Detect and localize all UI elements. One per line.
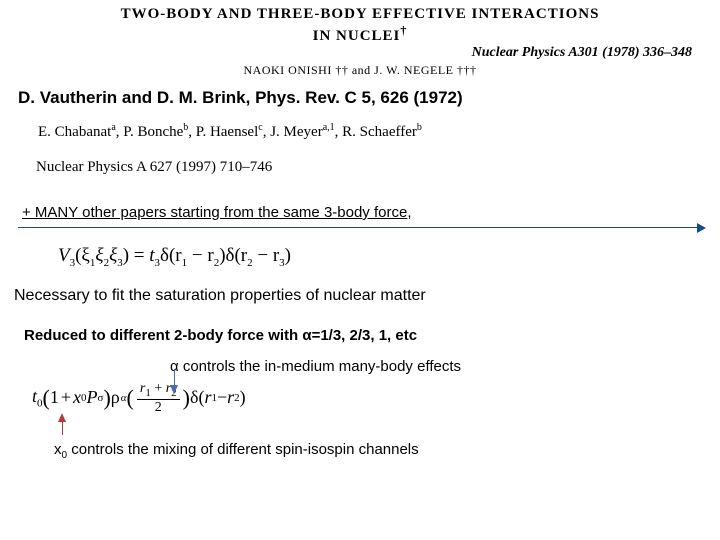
- f2-expression: t0(1+x0Pσ)ρα(r1 + r22)δ(r1 − r2): [32, 381, 720, 415]
- f2-one: 1: [50, 387, 59, 408]
- affil-c: c: [258, 122, 262, 133]
- f2-delta: δ(: [190, 387, 204, 408]
- f1-arg-open: (ξ: [75, 245, 90, 266]
- many-other-papers: + MANY other papers starting from the sa…: [0, 176, 720, 221]
- f1-d2m: − r: [253, 245, 280, 266]
- f2-dmid: −: [217, 387, 227, 408]
- formula-two-body: t0(1+x0Pσ)ρα(r1 + r22)δ(r1 − r2): [32, 381, 720, 437]
- authors-onishi-negele: NAOKI ONISHI †† and J. W. NEGELE †††: [0, 63, 720, 78]
- f2-open: (: [43, 385, 50, 411]
- f2-close2: ): [183, 385, 190, 411]
- f2-close: ): [103, 385, 110, 411]
- author-meyer: J. Meyer: [270, 124, 323, 140]
- f2-alpha: α: [120, 392, 127, 404]
- f2-P: P: [87, 387, 98, 408]
- pointer-x0-stem: [62, 421, 63, 435]
- affil-b2: b: [417, 122, 422, 133]
- f1-xi3v: ξ: [109, 245, 117, 266]
- paper-title: TWO-BODY AND THREE-BODY EFFECTIVE INTERA…: [0, 0, 720, 45]
- author-bonche: P. Bonche: [123, 124, 183, 140]
- f2-plus: +: [59, 387, 73, 408]
- arrow-right: [18, 223, 706, 237]
- authors-chabanat: E. Chabanata, P. Boncheb, P. Haenselc, J…: [0, 112, 720, 141]
- f2-dclose: ): [240, 387, 246, 408]
- x0-var: x: [54, 441, 62, 458]
- affil-a1: a,1: [323, 122, 335, 133]
- pointer-alpha-icon: [170, 385, 178, 394]
- title-line-2-text: IN NUCLEI: [313, 28, 401, 44]
- vautherin-brink-citation: D. Vautherin and D. M. Brink, Phys. Rev.…: [0, 78, 720, 112]
- f1-d2: δ(r: [226, 245, 248, 266]
- f2-dr2: r: [227, 387, 234, 408]
- necessary-text: Necessary to fit the saturation properti…: [0, 269, 720, 305]
- arrow-head-icon: [697, 223, 706, 233]
- f1-d1: δ(r: [160, 245, 182, 266]
- f2-open2: (: [127, 385, 134, 411]
- f2-dr1: r: [204, 387, 211, 408]
- author-chabanat: E. Chabanat: [38, 124, 111, 140]
- title-dagger: †: [400, 23, 407, 37]
- f1-d1m: − r: [187, 245, 214, 266]
- author-schaeffer: R. Schaeffer: [342, 124, 417, 140]
- x0-controls-text: x0 controls the mixing of different spin…: [0, 437, 720, 461]
- vautherin-text: D. Vautherin and D. M. Brink, Phys. Rev.…: [18, 88, 463, 107]
- journal-npa627: Nuclear Physics A 627 (1997) 710–746: [0, 141, 720, 176]
- f1-d2c: ): [285, 245, 291, 266]
- reduced-bold: Reduced to different 2-body force with α…: [24, 327, 417, 344]
- f2-x: x: [73, 387, 81, 408]
- f2-nplus: +: [151, 381, 166, 396]
- affil-a: a: [111, 122, 115, 133]
- author-haensel: P. Haensel: [196, 124, 259, 140]
- journal-reference: Nuclear Physics A301 (1978) 336–348: [0, 45, 720, 63]
- pointer-x0-icon: [58, 413, 66, 422]
- affil-b: b: [183, 122, 188, 133]
- formula-three-body: V3(ξ1ξ2ξ3) = t3δ(r1 − r2)δ(r2 − r3): [0, 237, 720, 269]
- title-line-1: TWO-BODY AND THREE-BODY EFFECTIVE INTERA…: [40, 6, 680, 23]
- f2-rho: ρ: [111, 387, 120, 408]
- f2-den: 2: [152, 400, 165, 415]
- many-papers-text: + MANY other papers starting from the sa…: [22, 204, 407, 221]
- f1-V: V: [58, 245, 70, 266]
- f1-eq: =: [129, 245, 149, 266]
- many-papers-comma: ,: [407, 204, 411, 221]
- title-line-2: IN NUCLEI†: [40, 23, 680, 45]
- f1-xi2v: ξ: [95, 245, 103, 266]
- reduced-text: Reduced to different 2-body force with α…: [0, 305, 720, 344]
- arrow-line: [18, 227, 700, 228]
- alpha-controls-text: α controls the in-medium many-body effec…: [0, 344, 720, 375]
- x0-rest: controls the mixing of different spin-is…: [67, 441, 419, 458]
